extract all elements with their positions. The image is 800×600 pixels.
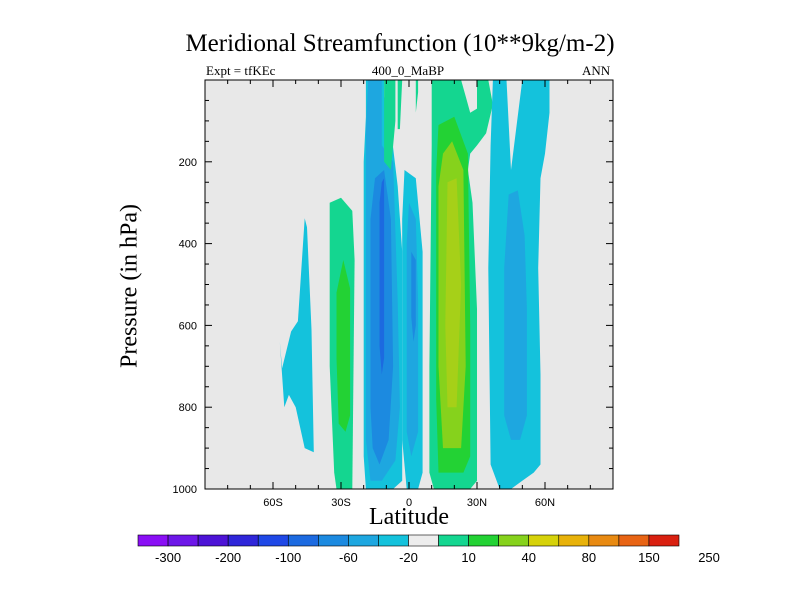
colorbar-label: -60 bbox=[339, 550, 358, 565]
colorbar-label: -100 bbox=[275, 550, 301, 565]
x-tick-label: 60S bbox=[263, 497, 283, 509]
colorbar-box-9 bbox=[378, 534, 409, 547]
contour-region-13 bbox=[415, 80, 419, 113]
contour-region-1 bbox=[279, 218, 314, 453]
y-tick-label: 400 bbox=[179, 239, 197, 251]
case-label: 400_0_MaBP bbox=[371, 63, 445, 78]
colorbar-box-1 bbox=[137, 534, 169, 547]
x-tick-label: 0 bbox=[406, 497, 412, 509]
contour-region-11 bbox=[411, 251, 416, 342]
contour-region-7 bbox=[379, 178, 385, 375]
y-tick-label: 600 bbox=[179, 320, 197, 332]
colorbar-box-10 bbox=[408, 534, 439, 547]
colorbar: -300 -200 -100 -60 -20 10 40 80 150 250 bbox=[137, 534, 720, 565]
contour-region-3 bbox=[336, 260, 351, 432]
contour-region-19 bbox=[504, 190, 527, 440]
contour-regions bbox=[279, 80, 550, 490]
colorbar-label: 40 bbox=[521, 550, 535, 565]
season-label: ANN bbox=[582, 63, 611, 78]
colorbar-box-17 bbox=[618, 534, 650, 547]
colorbar-label: 150 bbox=[638, 550, 660, 565]
colorbar-label: 250 bbox=[698, 550, 720, 565]
colorbar-box-5 bbox=[257, 534, 289, 547]
colorbar-box-4 bbox=[227, 534, 259, 547]
colorbar-label: -200 bbox=[215, 550, 241, 565]
colorbar-box-8 bbox=[348, 534, 379, 547]
colorbar-box-7 bbox=[318, 534, 349, 547]
y-tick-label: 200 bbox=[179, 157, 197, 169]
colorbar-box-6 bbox=[287, 534, 319, 547]
x-tick-label: 60N bbox=[535, 497, 555, 509]
x-axis-label: Latitude bbox=[369, 504, 449, 530]
y-tick-label: 800 bbox=[179, 402, 197, 414]
contour-region-8 bbox=[384, 80, 396, 170]
colorbar-box-2 bbox=[167, 534, 199, 547]
colorbar-box-14 bbox=[528, 534, 560, 547]
colorbar-box-16 bbox=[588, 534, 620, 547]
colorbar-box-18 bbox=[648, 534, 680, 547]
axis-ticks: 60S 30S 0 30N 60N 200 400 600 800 1000 bbox=[173, 80, 613, 509]
colorbar-label: 10 bbox=[461, 550, 475, 565]
colorbar-box-12 bbox=[468, 534, 499, 547]
contour-region-17 bbox=[445, 178, 462, 408]
contour-region-12 bbox=[397, 80, 403, 130]
y-tick-label: 1000 bbox=[173, 484, 197, 496]
colorbar-label: -20 bbox=[399, 550, 418, 565]
experiment-label: Expt = tfKEc bbox=[206, 63, 276, 78]
colorbar-box-13 bbox=[498, 534, 530, 547]
colorbar-label: 80 bbox=[582, 550, 596, 565]
x-tick-label: 30N bbox=[467, 497, 487, 509]
x-tick-label: 30S bbox=[331, 497, 351, 509]
chart-title: Meridional Streamfunction (10**9kg/m-2) bbox=[185, 30, 615, 57]
colorbar-box-15 bbox=[558, 534, 590, 547]
colorbar-label: -300 bbox=[155, 550, 181, 565]
colorbar-box-3 bbox=[197, 534, 229, 547]
colorbar-box-11 bbox=[438, 534, 469, 547]
